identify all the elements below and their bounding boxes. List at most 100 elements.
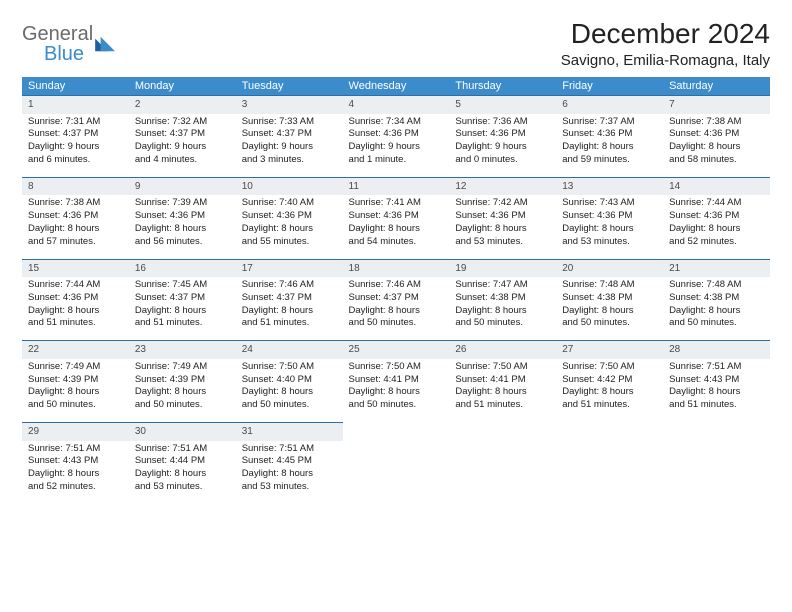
daylight-line2: and 3 minutes.: [242, 154, 337, 167]
day-info: Sunrise: 7:31 AMSunset: 4:37 PMDaylight:…: [22, 114, 129, 177]
sunrise-text: Sunrise: 7:31 AM: [28, 116, 123, 129]
calendar-day-cell: 23Sunrise: 7:49 AMSunset: 4:39 PMDayligh…: [129, 340, 236, 422]
day-info: Sunrise: 7:38 AMSunset: 4:36 PMDaylight:…: [663, 114, 770, 177]
sunrise-text: Sunrise: 7:41 AM: [349, 197, 444, 210]
daylight-line1: Daylight: 9 hours: [135, 141, 230, 154]
calendar-day-cell: 3Sunrise: 7:33 AMSunset: 4:37 PMDaylight…: [236, 95, 343, 177]
sunset-text: Sunset: 4:39 PM: [28, 374, 123, 387]
calendar-day-cell: 4Sunrise: 7:34 AMSunset: 4:36 PMDaylight…: [343, 95, 450, 177]
sunrise-text: Sunrise: 7:51 AM: [135, 443, 230, 456]
sunset-text: Sunset: 4:37 PM: [135, 292, 230, 305]
daylight-line2: and 55 minutes.: [242, 236, 337, 249]
sunset-text: Sunset: 4:45 PM: [242, 455, 337, 468]
calendar-day-cell: 21Sunrise: 7:48 AMSunset: 4:38 PMDayligh…: [663, 259, 770, 341]
sunrise-text: Sunrise: 7:51 AM: [28, 443, 123, 456]
day-info: Sunrise: 7:51 AMSunset: 4:43 PMDaylight:…: [663, 359, 770, 422]
calendar-day-cell: 8Sunrise: 7:38 AMSunset: 4:36 PMDaylight…: [22, 177, 129, 259]
header: General Blue December 2024 Savigno, Emil…: [22, 18, 770, 69]
daylight-line1: Daylight: 9 hours: [455, 141, 550, 154]
daylight-line2: and 54 minutes.: [349, 236, 444, 249]
daylight-line1: Daylight: 8 hours: [135, 386, 230, 399]
daylight-line2: and 53 minutes.: [562, 236, 657, 249]
daylight-line1: Daylight: 8 hours: [669, 223, 764, 236]
day-info: Sunrise: 7:34 AMSunset: 4:36 PMDaylight:…: [343, 114, 450, 177]
sunrise-text: Sunrise: 7:38 AM: [28, 197, 123, 210]
calendar-day-cell: 26Sunrise: 7:50 AMSunset: 4:41 PMDayligh…: [449, 340, 556, 422]
sunset-text: Sunset: 4:36 PM: [349, 128, 444, 141]
daylight-line1: Daylight: 8 hours: [135, 305, 230, 318]
day-info: Sunrise: 7:37 AMSunset: 4:36 PMDaylight:…: [556, 114, 663, 177]
calendar-day-cell: ..: [343, 422, 450, 504]
day-number: 30: [129, 422, 236, 441]
daylight-line1: Daylight: 8 hours: [242, 386, 337, 399]
sunset-text: Sunset: 4:36 PM: [455, 128, 550, 141]
day-info: Sunrise: 7:50 AMSunset: 4:40 PMDaylight:…: [236, 359, 343, 422]
day-number: 12: [449, 177, 556, 196]
logo-blue: Blue: [22, 44, 93, 64]
day-info: Sunrise: 7:51 AMSunset: 4:44 PMDaylight:…: [129, 441, 236, 504]
day-info: Sunrise: 7:46 AMSunset: 4:37 PMDaylight:…: [343, 277, 450, 340]
sunrise-text: Sunrise: 7:51 AM: [242, 443, 337, 456]
daylight-line2: and 51 minutes.: [28, 317, 123, 330]
sunrise-text: Sunrise: 7:36 AM: [455, 116, 550, 129]
sunset-text: Sunset: 4:41 PM: [349, 374, 444, 387]
calendar-week-row: 1Sunrise: 7:31 AMSunset: 4:37 PMDaylight…: [22, 95, 770, 177]
day-number: 8: [22, 177, 129, 196]
calendar-day-cell: 7Sunrise: 7:38 AMSunset: 4:36 PMDaylight…: [663, 95, 770, 177]
day-info: Sunrise: 7:45 AMSunset: 4:37 PMDaylight:…: [129, 277, 236, 340]
sunrise-text: Sunrise: 7:50 AM: [242, 361, 337, 374]
daylight-line2: and 53 minutes.: [242, 481, 337, 494]
day-number: 18: [343, 259, 450, 278]
sunset-text: Sunset: 4:36 PM: [562, 128, 657, 141]
weekday-header: Sunday: [22, 77, 129, 95]
calendar-day-cell: 16Sunrise: 7:45 AMSunset: 4:37 PMDayligh…: [129, 259, 236, 341]
sunrise-text: Sunrise: 7:46 AM: [349, 279, 444, 292]
weekday-header: Thursday: [449, 77, 556, 95]
day-info: Sunrise: 7:50 AMSunset: 4:41 PMDaylight:…: [449, 359, 556, 422]
day-info: Sunrise: 7:38 AMSunset: 4:36 PMDaylight:…: [22, 195, 129, 258]
sunrise-text: Sunrise: 7:37 AM: [562, 116, 657, 129]
logo-triangle-icon: [95, 35, 117, 53]
daylight-line1: Daylight: 8 hours: [135, 223, 230, 236]
daylight-line2: and 50 minutes.: [135, 399, 230, 412]
sunrise-text: Sunrise: 7:32 AM: [135, 116, 230, 129]
day-info: Sunrise: 7:39 AMSunset: 4:36 PMDaylight:…: [129, 195, 236, 258]
sunrise-text: Sunrise: 7:43 AM: [562, 197, 657, 210]
daylight-line2: and 51 minutes.: [135, 317, 230, 330]
page-title: December 2024: [561, 18, 770, 50]
day-number: 19: [449, 259, 556, 278]
sunset-text: Sunset: 4:38 PM: [562, 292, 657, 305]
daylight-line1: Daylight: 8 hours: [455, 223, 550, 236]
sunrise-text: Sunrise: 7:38 AM: [669, 116, 764, 129]
daylight-line2: and 0 minutes.: [455, 154, 550, 167]
day-number: 15: [22, 259, 129, 278]
daylight-line1: Daylight: 8 hours: [242, 468, 337, 481]
day-number: 2: [129, 95, 236, 114]
daylight-line1: Daylight: 8 hours: [28, 305, 123, 318]
sunset-text: Sunset: 4:39 PM: [135, 374, 230, 387]
calendar-day-cell: 27Sunrise: 7:50 AMSunset: 4:42 PMDayligh…: [556, 340, 663, 422]
sunrise-text: Sunrise: 7:46 AM: [242, 279, 337, 292]
daylight-line2: and 50 minutes.: [562, 317, 657, 330]
calendar-day-cell: 1Sunrise: 7:31 AMSunset: 4:37 PMDaylight…: [22, 95, 129, 177]
daylight-line1: Daylight: 8 hours: [28, 468, 123, 481]
daylight-line2: and 52 minutes.: [28, 481, 123, 494]
sunset-text: Sunset: 4:41 PM: [455, 374, 550, 387]
daylight-line1: Daylight: 9 hours: [242, 141, 337, 154]
calendar-day-cell: 20Sunrise: 7:48 AMSunset: 4:38 PMDayligh…: [556, 259, 663, 341]
calendar-day-cell: 24Sunrise: 7:50 AMSunset: 4:40 PMDayligh…: [236, 340, 343, 422]
daylight-line1: Daylight: 8 hours: [562, 305, 657, 318]
sunset-text: Sunset: 4:36 PM: [562, 210, 657, 223]
sunset-text: Sunset: 4:36 PM: [669, 210, 764, 223]
calendar-day-cell: ..: [449, 422, 556, 504]
daylight-line1: Daylight: 8 hours: [669, 141, 764, 154]
sunrise-text: Sunrise: 7:34 AM: [349, 116, 444, 129]
daylight-line1: Daylight: 9 hours: [349, 141, 444, 154]
daylight-line1: Daylight: 9 hours: [28, 141, 123, 154]
day-info: Sunrise: 7:47 AMSunset: 4:38 PMDaylight:…: [449, 277, 556, 340]
calendar-day-cell: 9Sunrise: 7:39 AMSunset: 4:36 PMDaylight…: [129, 177, 236, 259]
daylight-line2: and 50 minutes.: [669, 317, 764, 330]
sunrise-text: Sunrise: 7:44 AM: [28, 279, 123, 292]
daylight-line2: and 6 minutes.: [28, 154, 123, 167]
daylight-line1: Daylight: 8 hours: [242, 223, 337, 236]
